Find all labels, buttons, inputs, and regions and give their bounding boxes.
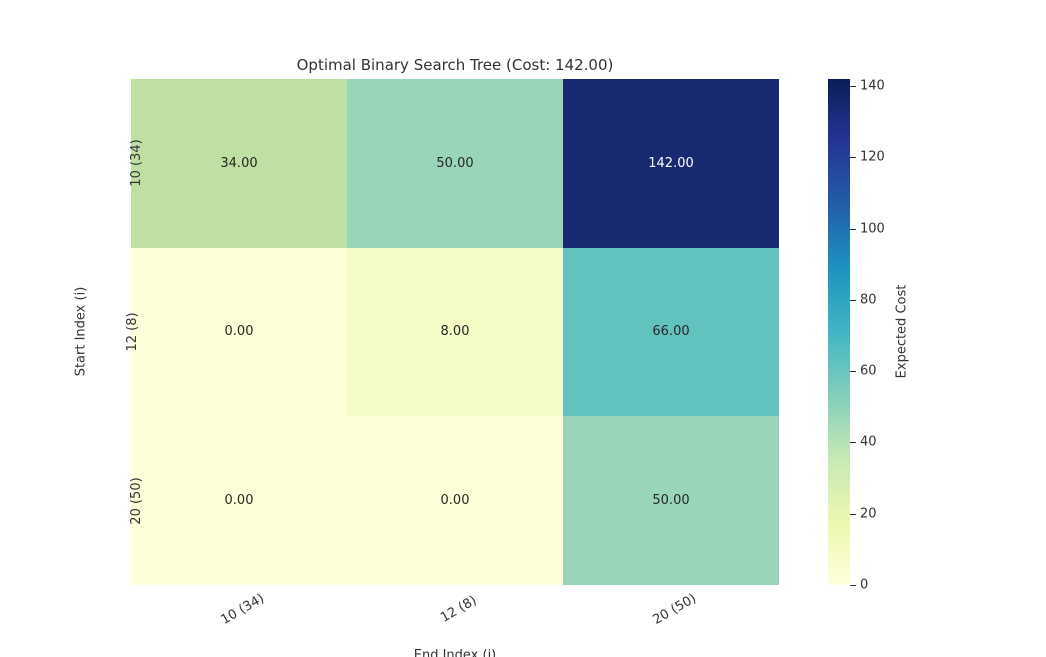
y-tick-label: 10 (34) [129,140,144,187]
colorbar-tick-label: 20 [850,506,877,521]
colorbar-tick-label: 100 [850,221,885,236]
colorbar-tick-label: 40 [850,435,877,450]
colorbar: 020406080100120140 [828,79,850,585]
colorbar-tick-label: 120 [850,150,885,165]
x-tick-label: 10 (34) [218,591,267,628]
x-tick-label: 20 (50) [650,591,699,628]
heatmap-cell: 50.00 [347,79,563,248]
heatmap-cell: 0.00 [131,416,347,585]
heatmap-cell: 34.00 [131,79,347,248]
heatmap-cell: 8.00 [347,248,563,417]
heatmap-cell: 142.00 [563,79,779,248]
chart-title: Optimal Binary Search Tree (Cost: 142.00… [0,56,910,74]
colorbar-tick-label: 140 [850,79,885,94]
y-tick-label: 20 (50) [129,477,144,524]
heatmap-cell: 0.00 [347,416,563,585]
x-axis-label: End Index (j) [131,648,779,657]
colorbar-label: Expected Cost [895,79,910,585]
colorbar-tick-label: 80 [850,292,877,307]
colorbar-gradient [828,79,850,585]
x-tick-label: 12 (8) [438,593,479,626]
heatmap-grid: 34.0050.00142.000.008.0066.000.000.0050.… [131,79,779,585]
heatmap-cell: 66.00 [563,248,779,417]
y-axis-label: Start Index (i) [74,79,89,585]
heatmap-cell: 50.00 [563,416,779,585]
y-tick-label: 12 (8) [125,312,140,351]
colorbar-tick-label: 60 [850,364,877,379]
colorbar-tick-label: 0 [850,578,868,593]
heatmap-cell: 0.00 [131,248,347,417]
